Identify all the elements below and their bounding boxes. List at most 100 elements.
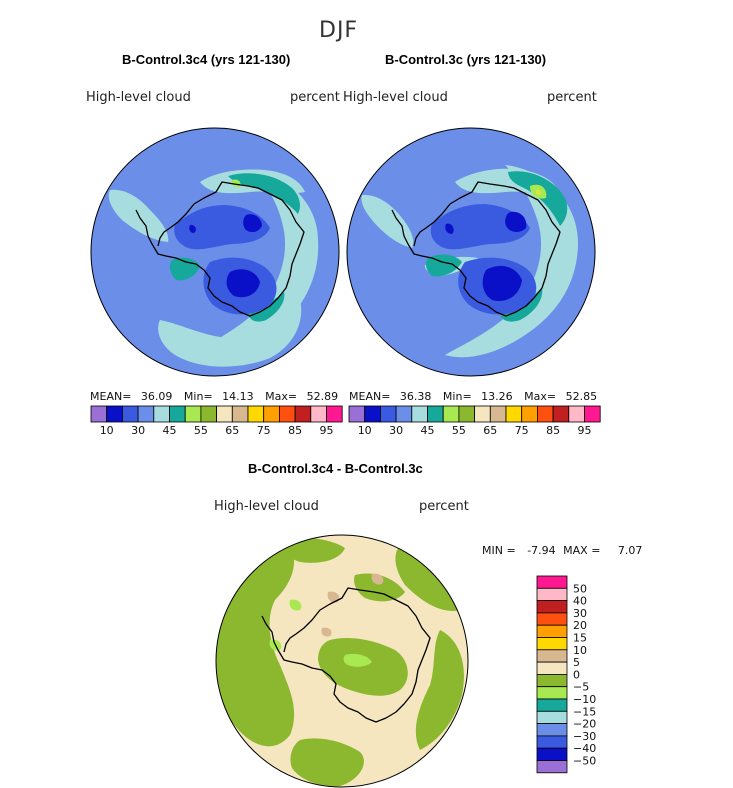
- map1-light-band-right: [190, 170, 319, 358]
- panel3-title: B-Control.3c4 - B-Control.3c: [248, 461, 423, 476]
- panel1-legend-swatch: [278, 405, 296, 423]
- map1-navy-center: [243, 214, 262, 233]
- panel3-legend-swatch: [536, 612, 568, 626]
- map3-green-east: [354, 573, 405, 602]
- panel3-legend-tick: 0: [573, 668, 580, 681]
- panel3-legend-tick: 15: [573, 632, 587, 645]
- panel1-legend-swatch: [294, 405, 312, 423]
- panel3-legend-tick: −50: [573, 755, 596, 768]
- panel1-legend-swatch: [216, 405, 233, 423]
- panel1-mean-label: MEAN=: [90, 390, 132, 403]
- panel1-legend-swatch: [137, 405, 155, 423]
- panel1-legend-tick: 75: [257, 424, 271, 437]
- panel3-legend-tick: 20: [573, 619, 587, 632]
- panel2-legend-tick: 45: [421, 424, 435, 437]
- panel2-stats: MEAN= 36.38 Min= 13.26 Max= 52.85: [349, 390, 597, 403]
- panel3-legend-tick: −15: [573, 705, 596, 718]
- map2-navy-center: [505, 211, 527, 232]
- panel3-max-value: 7.07: [617, 544, 643, 557]
- panel2-legend-swatch: [489, 405, 507, 423]
- panel1-legend-swatch: [90, 405, 108, 423]
- panel2-legend-swatch: [395, 405, 413, 423]
- panel1-legend-swatch: [169, 405, 186, 423]
- map2-teal-arc: [508, 171, 568, 226]
- panel2-title: B-Control.3c (yrs 121-130): [385, 52, 547, 67]
- panel2-variable: High-level cloud: [343, 90, 448, 105]
- panel2-legend-swatch: [584, 405, 601, 423]
- panel3-legend-swatch: [536, 723, 568, 737]
- panel2-legend-swatch: [552, 405, 570, 423]
- panel3-legend-swatch: [536, 686, 568, 700]
- map3-lightgreen-2: [289, 599, 302, 611]
- panel1-legend-swatch: [326, 405, 343, 423]
- panel1-mean-value: 36.09: [140, 390, 173, 403]
- panel2-min-label: Min=: [442, 390, 472, 403]
- panel1-legend-swatch: [106, 405, 123, 423]
- panel1-legend-tick: 45: [163, 424, 177, 437]
- panel1-legend-tick: 10: [100, 424, 114, 437]
- panel1-units: percent: [290, 90, 340, 105]
- map3-tan-2: [371, 573, 384, 585]
- panel3-legend-swatch: [536, 624, 568, 638]
- panel3-legend-swatch: [536, 600, 568, 614]
- panel3-legend-swatch: [536, 710, 568, 724]
- panel2-legend-tick: 10: [358, 424, 372, 437]
- panel1-max-label: Max=: [265, 390, 298, 403]
- panel1-legend-tick: 55: [194, 424, 208, 437]
- panel2-legend-tick: 30: [389, 424, 403, 437]
- panel3-legend-tick: 50: [573, 582, 587, 595]
- panel2-legend-tick: 55: [452, 424, 466, 437]
- legends: 10 30 45 55 65 75 85 95 10 30 45 55 65 75 85 9550403020…: [90, 405, 601, 774]
- panel3-legend-swatch: [536, 735, 568, 749]
- panel1-legend-swatch: [263, 405, 280, 423]
- panel2-legend-swatch: [348, 405, 366, 423]
- panel3-legend-swatch: [536, 698, 568, 712]
- map2-coastline: [391, 181, 561, 317]
- map1-teal-arc: [228, 173, 300, 214]
- panel1-legend-swatch: [310, 405, 327, 423]
- panel2-legend-tick: 85: [546, 424, 560, 437]
- panel1-legend-tick: 65: [225, 424, 239, 437]
- panel3-legend-tick: −10: [573, 693, 596, 706]
- panel2-units: percent: [547, 90, 597, 105]
- panel2-legend-swatch: [505, 405, 523, 423]
- map2-light-band-right: [445, 165, 578, 358]
- panel3-legend-swatch: [536, 760, 568, 774]
- panel3-legend-tick: 30: [573, 607, 587, 620]
- panel3-legend-tick: −40: [573, 742, 596, 755]
- panel2-legend-swatch: [458, 405, 475, 423]
- panel3-legend-swatch: [536, 587, 568, 601]
- panel1-min-value: 14.13: [222, 390, 254, 403]
- map2: [346, 127, 596, 377]
- panel3-legend-swatch: [536, 661, 568, 675]
- panel1-max-value: 52.89: [306, 390, 339, 403]
- map1-coastline: [135, 181, 305, 317]
- panel3-variable: High-level cloud: [214, 499, 319, 514]
- panel2-legend-swatch: [568, 405, 585, 423]
- panel1-title: B-Control.3c4 (yrs 121-130): [122, 52, 291, 67]
- map2-teal-peninsula: [425, 254, 462, 277]
- panel2-legend-swatch: [364, 405, 381, 423]
- panel1-legend-swatch: [200, 405, 217, 423]
- map1-navy-spot: [189, 224, 196, 233]
- panel1-legend-swatch: [153, 405, 170, 423]
- panel3-legend-swatch: [536, 637, 568, 651]
- panel2-legend-swatch: [521, 405, 538, 423]
- panel3-legend-tick: −5: [573, 681, 589, 694]
- panel2-max-value: 52.85: [565, 390, 598, 403]
- panel3-min-value: -7.94: [527, 544, 556, 557]
- panel1-variable: High-level cloud: [86, 90, 191, 105]
- panel2-legend-swatch: [537, 405, 554, 423]
- map2-fields: [361, 165, 578, 358]
- panel2-legend-swatch: [427, 405, 444, 423]
- panel3-legend-tick: −20: [573, 718, 596, 731]
- map2-yellow-spot: [535, 189, 541, 195]
- panel1-legend-swatch: [247, 405, 265, 423]
- panel3-legend-tick: −30: [573, 730, 596, 743]
- map1: [90, 127, 340, 377]
- panel3-legend-tick: 5: [573, 656, 580, 669]
- panel2-legend-swatch: [474, 405, 491, 423]
- panel3-legend-tick: 40: [573, 595, 587, 608]
- panel2-legend-tick: 75: [515, 424, 529, 437]
